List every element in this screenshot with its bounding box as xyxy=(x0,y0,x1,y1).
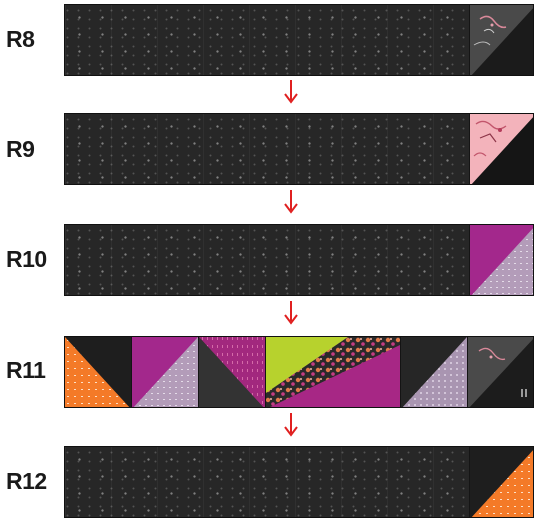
hst-triangles xyxy=(470,225,533,295)
row-label-r8: R8 xyxy=(6,26,35,52)
down-arrow-icon xyxy=(284,80,298,104)
hst-block-magenta-lavender xyxy=(132,337,198,407)
hst-triangles xyxy=(470,447,533,517)
hst-triangles xyxy=(470,114,533,184)
hst-block-black-lavender xyxy=(401,337,467,407)
hst-block-lime-floral-magenta xyxy=(266,337,400,407)
black-print-background xyxy=(65,225,469,295)
row-label-r12: R12 xyxy=(6,468,47,494)
down-arrow-icon xyxy=(284,413,298,437)
hst-block-charcoal-black xyxy=(469,5,533,75)
row-label-r9: R9 xyxy=(6,136,35,162)
hst-block-black-orange xyxy=(469,447,533,517)
quilt-row-r8 xyxy=(64,4,534,76)
hst-block-pink-black xyxy=(469,114,533,184)
hst-block-orange-black xyxy=(65,337,131,407)
quilt-row-r10 xyxy=(64,224,534,296)
row-label-r10: R10 xyxy=(6,246,47,272)
hst-block-charcoal-black xyxy=(468,337,533,407)
hst-block-magenta-charcoal xyxy=(199,337,265,407)
down-arrow-icon xyxy=(284,190,298,214)
hst-triangles xyxy=(470,5,533,75)
row-label-r11: R11 xyxy=(6,357,46,383)
down-arrow-icon xyxy=(284,301,298,325)
black-print-background xyxy=(65,114,469,184)
black-print-background xyxy=(65,447,469,517)
hst-block-magenta-lavender xyxy=(469,225,533,295)
quilt-row-r9 xyxy=(64,113,534,185)
black-print-background xyxy=(65,5,469,75)
hst-block-sequence xyxy=(65,337,533,407)
quilt-row-r12 xyxy=(64,446,534,518)
quilt-row-r11 xyxy=(64,336,534,408)
